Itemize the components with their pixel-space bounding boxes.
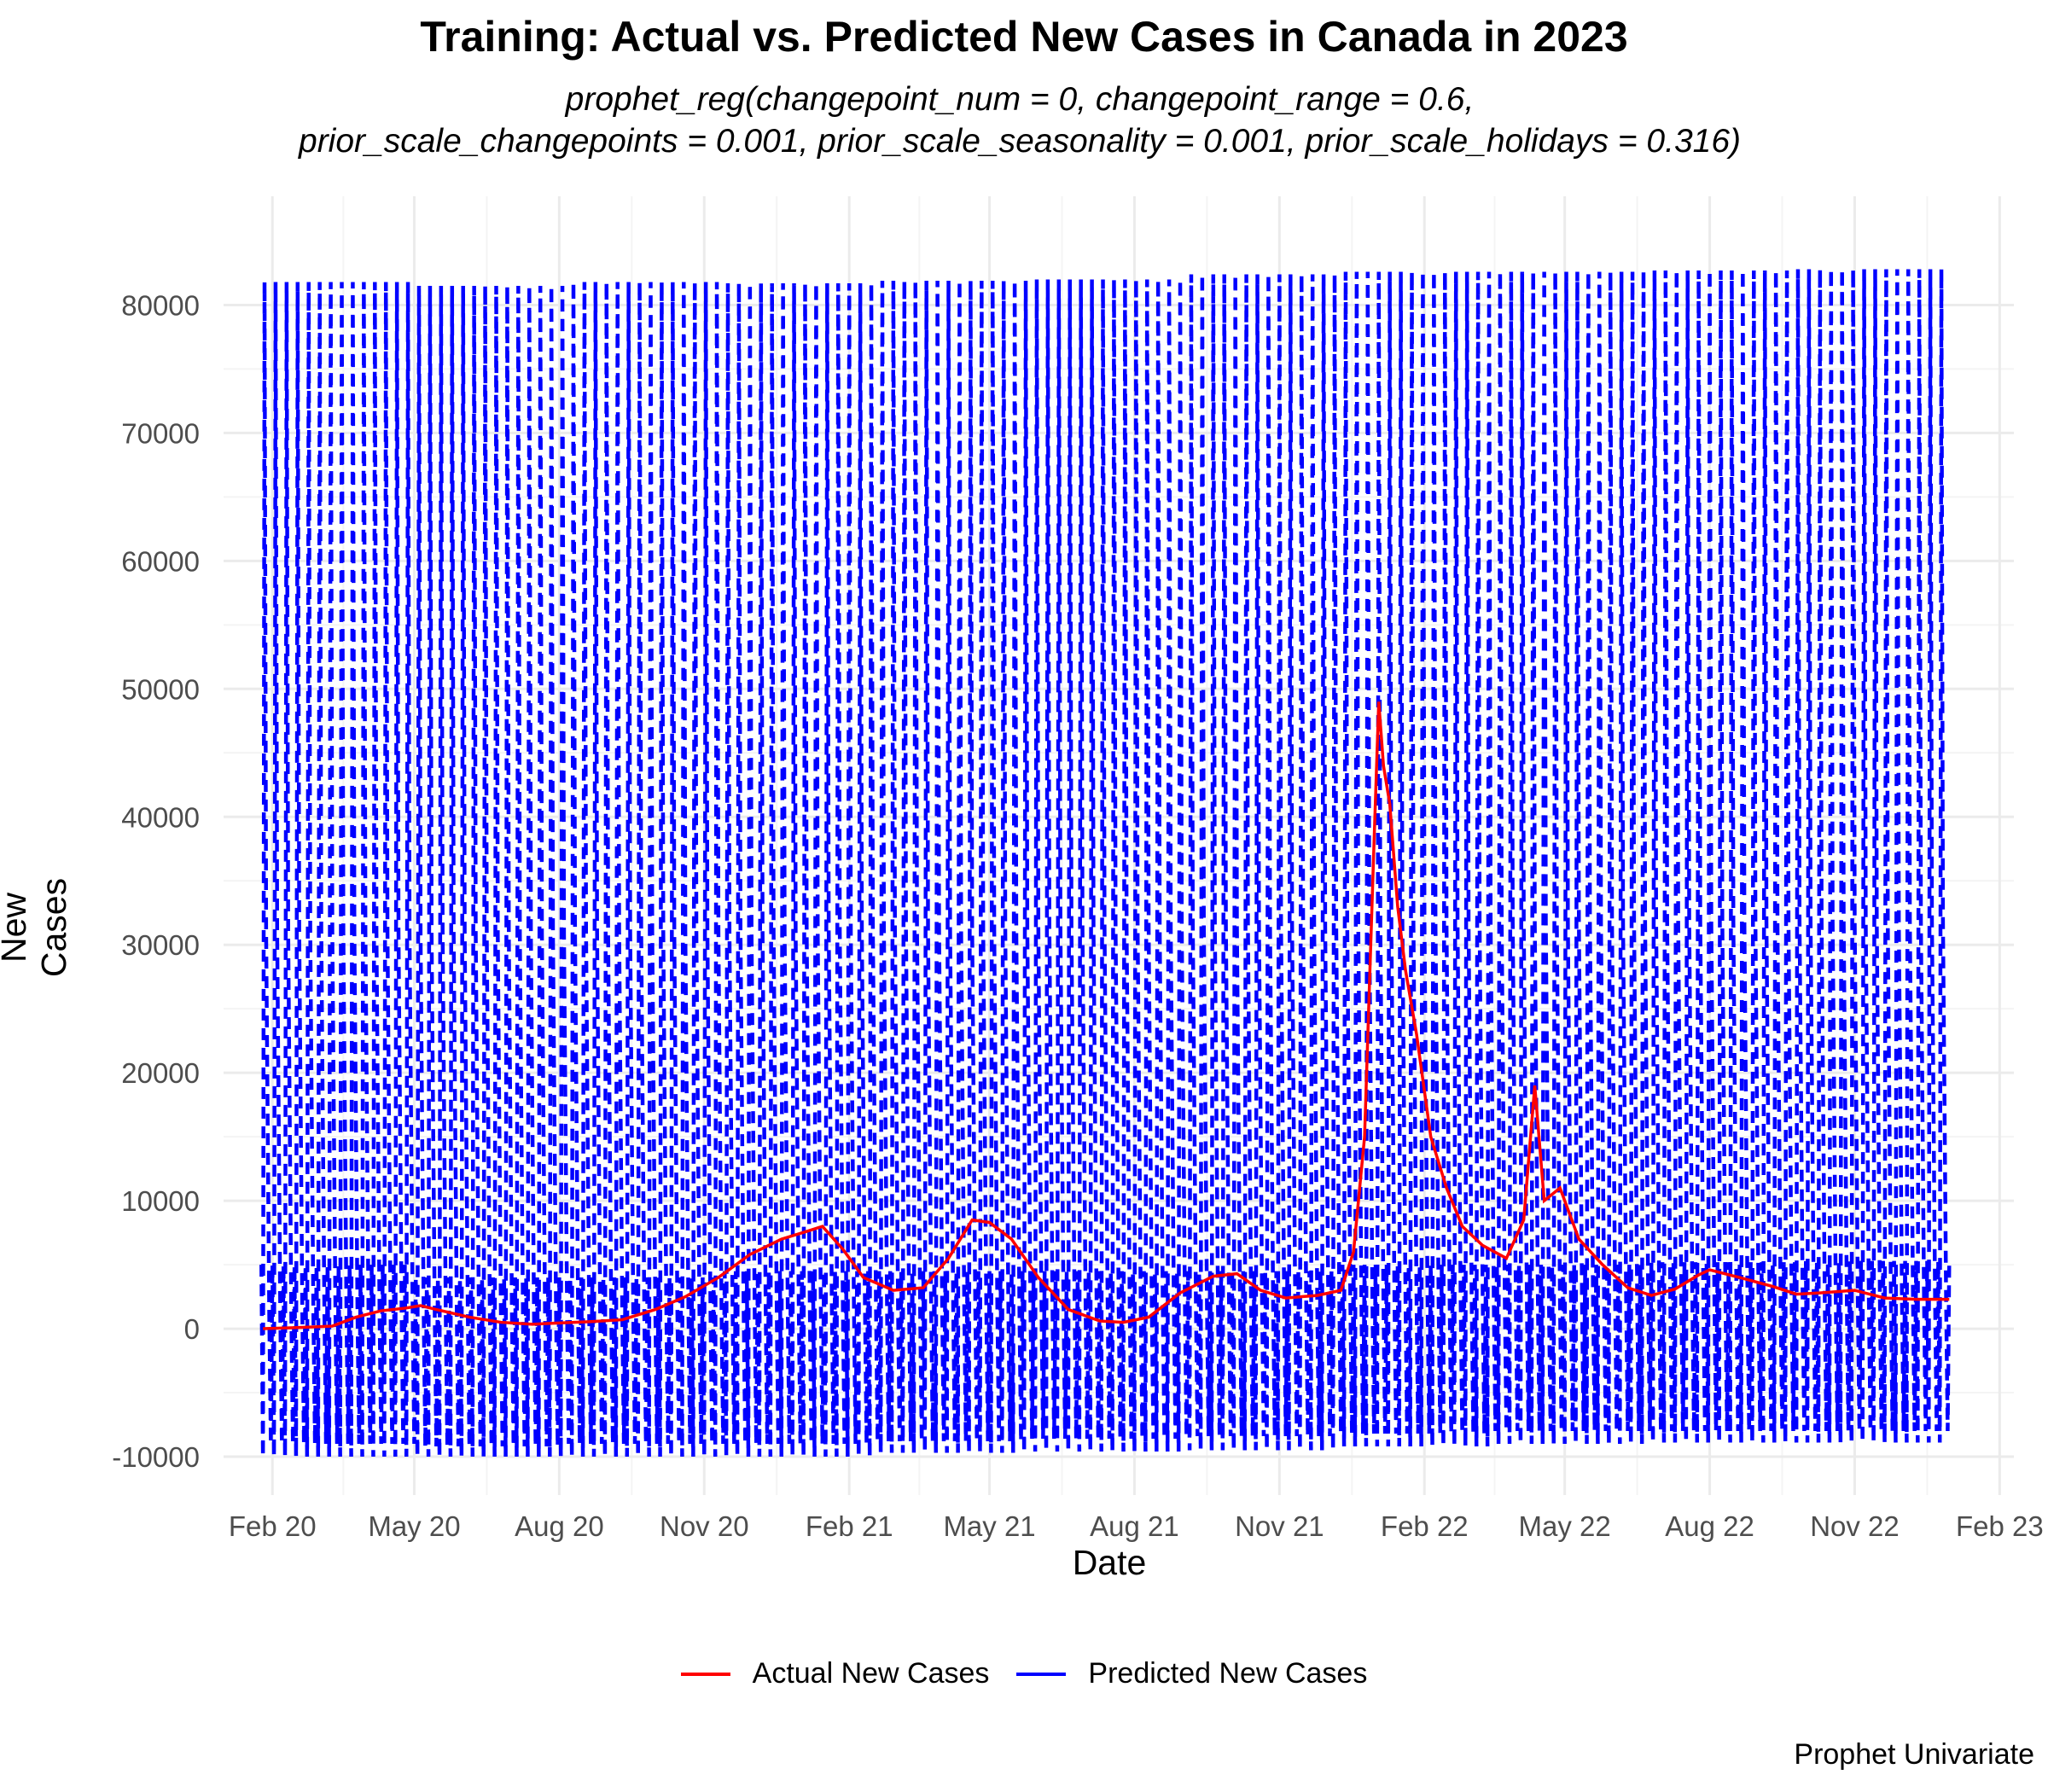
legend-label-actual: Actual New Cases — [752, 1657, 990, 1690]
x-tick-label: Aug 20 — [515, 1510, 604, 1542]
x-tick-label: Nov 21 — [1235, 1510, 1324, 1542]
y-tick-label: 20000 — [121, 1057, 200, 1089]
chart-subtitle: prophet_reg(changepoint_num = 0, changep… — [299, 79, 1741, 162]
y-tick-label: 30000 — [121, 929, 200, 961]
x-tick-label: Nov 22 — [1810, 1510, 1900, 1542]
x-axis-title: Date — [1072, 1543, 1147, 1582]
x-tick-label: Feb 20 — [229, 1510, 317, 1542]
series-layer — [259, 269, 1952, 1457]
y-tick-label: 70000 — [121, 417, 200, 449]
x-tick-label: Feb 23 — [1956, 1510, 2044, 1542]
y-axis-tick-labels: -10000 0 10000 20000 30000 40000 50000 60000 700… — [112, 289, 200, 1473]
legend: Actual New Cases Predicted New Cases — [0, 1657, 2048, 1690]
subtitle-line-2: prior_scale_changepoints = 0.001, prior_… — [299, 123, 1742, 160]
x-tick-label: May 20 — [368, 1510, 460, 1542]
y-tick-label: 60000 — [121, 545, 200, 577]
series-predicted-line — [259, 269, 1952, 1457]
series-actual-line — [263, 701, 1950, 1330]
y-tick-label: 10000 — [121, 1185, 200, 1217]
y-tick-label: 80000 — [121, 289, 200, 321]
y-tick-label: 40000 — [121, 801, 200, 833]
x-tick-label: Feb 22 — [1381, 1510, 1469, 1542]
legend-item-predicted: Predicted New Cases — [1016, 1657, 1367, 1690]
y-tick-label: -10000 — [112, 1441, 200, 1473]
x-tick-label: May 22 — [1519, 1510, 1611, 1542]
legend-key-predicted — [1016, 1672, 1067, 1676]
y-tick-label: 0 — [184, 1313, 200, 1345]
chart-caption: Prophet Univariate — [1794, 1738, 2034, 1771]
x-tick-label: Feb 21 — [806, 1510, 893, 1542]
x-tick-label: Aug 22 — [1665, 1510, 1754, 1542]
legend-key-actual — [680, 1672, 730, 1676]
x-tick-label: Aug 21 — [1090, 1510, 1179, 1542]
legend-label-predicted: Predicted New Cases — [1088, 1657, 1368, 1690]
y-axis-title: New Cases — [0, 877, 73, 978]
y-tick-label: 50000 — [121, 673, 200, 705]
x-axis-tick-labels: Feb 20 May 20 Aug 20 Nov 20 Feb 21 May 21 Aug … — [229, 1510, 2044, 1542]
chart-title: Training: Actual vs. Predicted New Cases… — [420, 13, 1628, 61]
x-tick-label: Nov 20 — [660, 1510, 749, 1542]
legend-item-actual: Actual New Cases — [680, 1657, 990, 1690]
subtitle-line-1: prophet_reg(changepoint_num = 0, changep… — [565, 81, 1475, 118]
x-tick-label: May 21 — [943, 1510, 1035, 1542]
